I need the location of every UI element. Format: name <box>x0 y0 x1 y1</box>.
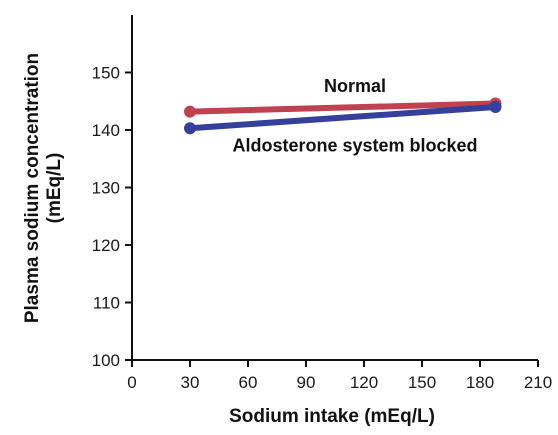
y-axis-title-line-2: (mEq/L) <box>44 153 65 224</box>
axes <box>131 15 538 361</box>
x-tick-label: 30 <box>181 373 200 392</box>
y-tick-label: 140 <box>92 121 120 140</box>
y-tick-label: 110 <box>93 294 120 313</box>
x-ticks: 0 30 60 90 120 150 180 210 <box>127 360 552 392</box>
y-tick-label: 150 <box>92 64 120 83</box>
y-axis-title-line-1: Plasma sodium concentration <box>22 53 43 323</box>
series-layer: Normal Aldosterone system blocked <box>184 76 502 155</box>
series-label-aldosterone-system-blocked: Aldosterone system blocked <box>232 135 477 155</box>
x-axis-title: Sodium intake (mEq/L) <box>229 406 435 427</box>
x-tick-label: 210 <box>524 373 552 392</box>
x-tick-label: 90 <box>297 373 316 392</box>
series-line-aldosterone-system-blocked <box>187 104 499 132</box>
x-tick-label: 150 <box>408 373 436 392</box>
x-tick-label: 0 <box>127 373 136 392</box>
x-tick-label: 180 <box>466 373 494 392</box>
y-tick-label: 120 <box>92 236 120 255</box>
data-point-aldosterone-system-blocked <box>489 101 502 113</box>
y-tick-label: 100 <box>92 351 120 370</box>
data-point-normal <box>184 105 196 118</box>
y-ticks: 100 110 120 130 140 150 <box>92 64 132 370</box>
series-label-normal: Normal <box>324 76 386 96</box>
data-point-aldosterone-system-blocked <box>184 122 196 135</box>
y-tick-label: 130 <box>92 179 120 198</box>
x-tick-label: 120 <box>350 373 378 392</box>
x-tick-label: 60 <box>239 373 258 392</box>
series-line-normal <box>187 100 499 115</box>
